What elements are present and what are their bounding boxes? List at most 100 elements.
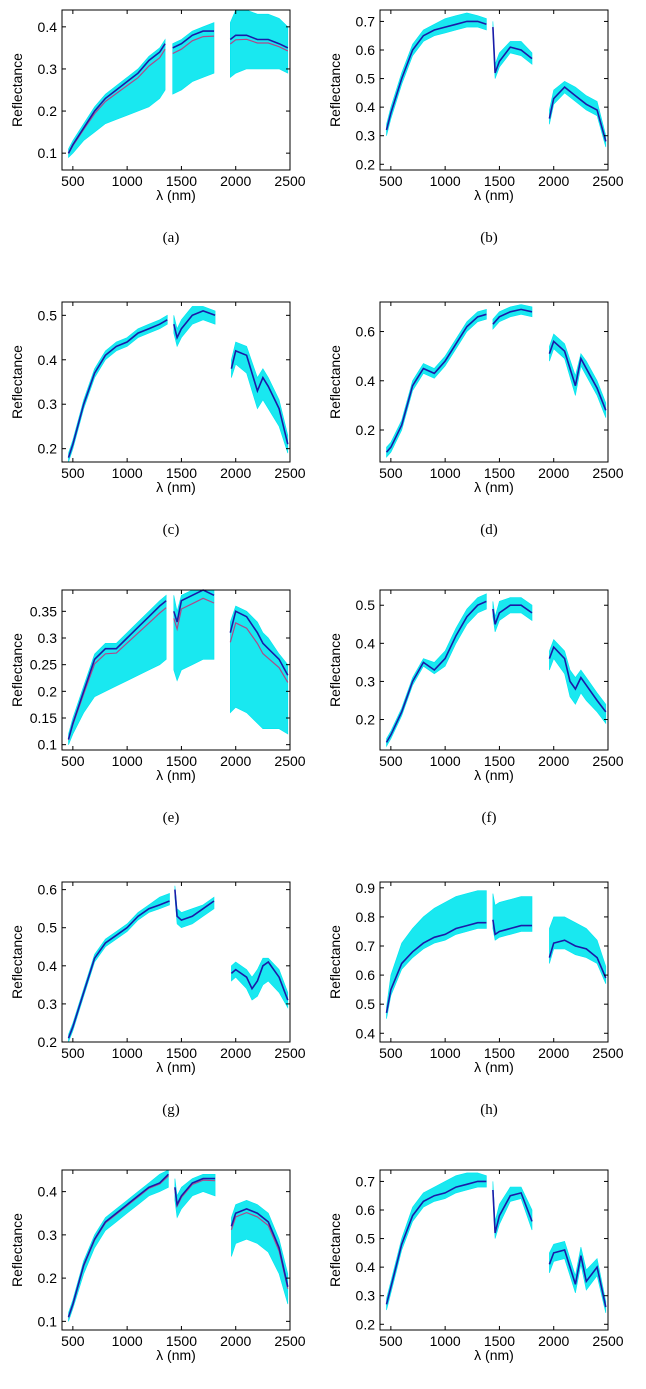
y-tick-label: 0.4 bbox=[356, 99, 376, 115]
y-tick-label: 0.2 bbox=[38, 1034, 58, 1050]
mean-line bbox=[548, 939, 607, 979]
mean-line bbox=[229, 34, 289, 49]
x-tick-label: 1500 bbox=[484, 1045, 515, 1061]
spectra-band bbox=[231, 957, 289, 1009]
y-tick-label: 0.3 bbox=[356, 128, 376, 144]
plot-area bbox=[385, 304, 607, 458]
panel-h: 500 1000 1500 2000 2500 0.4 0.5 0.6 0.7 0.8 0.9 λ (… bbox=[327, 880, 624, 1118]
y-tick-label: 0.3 bbox=[356, 1288, 376, 1304]
y-tick-label: 0.3 bbox=[38, 61, 58, 77]
x-tick-label: 2000 bbox=[220, 753, 251, 769]
y-tick-label: 0.6 bbox=[356, 1202, 376, 1218]
x-tick-label: 2000 bbox=[220, 465, 251, 481]
x-tick-label: 2500 bbox=[274, 1045, 305, 1061]
mean-line bbox=[492, 919, 532, 936]
spectra-band bbox=[492, 1181, 533, 1239]
mean-line bbox=[548, 645, 607, 713]
x-tick-label: 500 bbox=[379, 1045, 403, 1061]
y-tick-label: 0.6 bbox=[356, 324, 376, 340]
spectra-band bbox=[173, 589, 215, 682]
spectra-band bbox=[492, 893, 533, 941]
axes-box bbox=[61, 589, 291, 751]
spectra-band bbox=[386, 890, 487, 1019]
y-axis-label: Reflectance bbox=[327, 925, 343, 999]
y-tick-label: 0.35 bbox=[30, 603, 57, 619]
center-line bbox=[229, 38, 289, 52]
mean-line bbox=[172, 30, 214, 49]
y-tick-label: 0.2 bbox=[356, 1316, 376, 1332]
x-axis-label: λ (nm) bbox=[474, 479, 514, 495]
y-tick-label: 0.4 bbox=[356, 1259, 376, 1275]
plot-area bbox=[67, 9, 289, 159]
spectra-band bbox=[386, 12, 487, 136]
mean-line bbox=[174, 1177, 216, 1208]
x-tick-label: 1500 bbox=[166, 1333, 197, 1349]
center-line bbox=[173, 597, 215, 632]
x-tick-label: 500 bbox=[61, 1333, 85, 1349]
x-tick-label: 2000 bbox=[538, 173, 569, 189]
y-tick-label: 0.3 bbox=[38, 1227, 58, 1243]
spectra-band bbox=[386, 1172, 487, 1311]
x-tick-label: 1500 bbox=[484, 465, 515, 481]
x-tick-label: 2500 bbox=[592, 173, 623, 189]
panel-caption: (h) bbox=[480, 1102, 498, 1118]
y-axis-label: Reflectance bbox=[9, 345, 25, 419]
axes-box bbox=[379, 589, 609, 751]
x-tick-label: 500 bbox=[379, 173, 403, 189]
panel-e: 500 1000 1500 2000 2500 0.1 0.15 0.2 0.25 0.3 0.35… bbox=[9, 589, 306, 826]
plot-area bbox=[385, 1172, 607, 1313]
axes-box bbox=[379, 881, 609, 1043]
plot-area bbox=[67, 306, 289, 463]
x-tick-label: 1500 bbox=[484, 1333, 515, 1349]
x-tick-label: 2000 bbox=[538, 1045, 569, 1061]
panel-f: 500 1000 1500 2000 2500 0.2 0.3 0.4 0.5 λ (nm) Ref… bbox=[327, 589, 624, 826]
panel-d: 500 1000 1500 2000 2500 0.2 0.4 0.6 λ (nm) Reflec… bbox=[327, 301, 624, 538]
spectra-band bbox=[231, 1199, 289, 1305]
y-axis-label: Reflectance bbox=[9, 1213, 25, 1287]
x-tick-label: 1500 bbox=[484, 753, 515, 769]
panel-caption: (b) bbox=[480, 230, 498, 246]
x-tick-label: 1000 bbox=[112, 1333, 143, 1349]
x-tick-label: 1000 bbox=[430, 465, 461, 481]
mean-line bbox=[385, 921, 487, 1014]
panel-c: 500 1000 1500 2000 2500 0.2 0.3 0.4 0.5 λ (nm) Ref… bbox=[9, 301, 306, 538]
x-axis-label: λ (nm) bbox=[474, 1059, 514, 1075]
x-tick-label: 500 bbox=[61, 753, 85, 769]
x-tick-label: 1500 bbox=[166, 465, 197, 481]
x-axis-label: λ (nm) bbox=[156, 1347, 196, 1363]
spectra-band bbox=[68, 38, 166, 159]
y-tick-label: 0.4 bbox=[38, 958, 58, 974]
mean-line bbox=[385, 1180, 487, 1305]
axes-box bbox=[379, 301, 609, 463]
x-tick-label: 1500 bbox=[166, 1045, 197, 1061]
plot-area bbox=[385, 593, 607, 748]
mean-line bbox=[548, 1249, 607, 1308]
x-tick-label: 500 bbox=[61, 1045, 85, 1061]
mean-line bbox=[67, 600, 167, 740]
mean-line bbox=[174, 889, 215, 922]
mean-line bbox=[548, 86, 607, 142]
panel-caption: (e) bbox=[163, 810, 180, 826]
center-line bbox=[67, 1175, 169, 1318]
x-tick-label: 2500 bbox=[592, 1045, 623, 1061]
y-tick-label: 0.4 bbox=[38, 19, 58, 35]
mean-line bbox=[230, 349, 289, 445]
y-tick-label: 0.7 bbox=[356, 13, 376, 29]
spectra-band bbox=[172, 22, 215, 95]
mean-line bbox=[67, 319, 168, 458]
plot-area bbox=[67, 589, 289, 745]
x-tick-label: 1500 bbox=[484, 173, 515, 189]
x-tick-label: 1000 bbox=[430, 1045, 461, 1061]
y-axis-label: Reflectance bbox=[327, 1213, 343, 1287]
x-tick-label: 2000 bbox=[220, 173, 251, 189]
plot-area bbox=[385, 12, 607, 148]
x-tick-label: 2000 bbox=[538, 753, 569, 769]
x-tick-label: 1000 bbox=[430, 173, 461, 189]
x-tick-label: 2000 bbox=[538, 465, 569, 481]
panel-caption: (c) bbox=[163, 522, 180, 538]
center-line bbox=[229, 622, 289, 683]
y-tick-label: 0.2 bbox=[38, 103, 58, 119]
spectra-band bbox=[174, 885, 215, 929]
x-tick-label: 500 bbox=[61, 173, 85, 189]
spectra-band bbox=[492, 304, 533, 330]
